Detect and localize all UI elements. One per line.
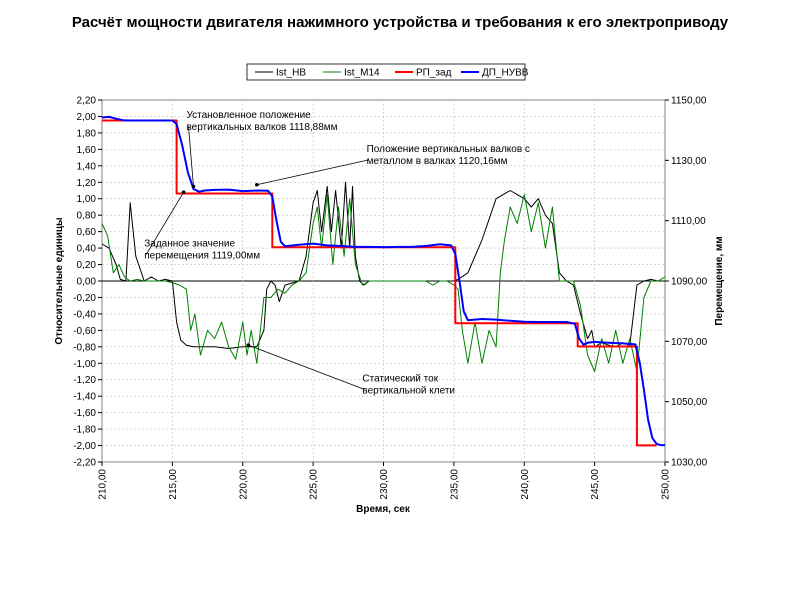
y-right-tick-label: 1030,00 (671, 458, 708, 469)
x-tick-label: 220,00 (238, 469, 249, 500)
grid (102, 100, 665, 462)
annotation-text: перемещения 1119,00мм (144, 250, 260, 261)
legend-box (246, 63, 526, 81)
annotation-text: металлом в валках 1120,16мм (367, 156, 508, 167)
y-right-tick-label: 1110,00 (671, 216, 706, 227)
y-right-tick-label: 1150,00 (671, 96, 707, 107)
y-left-tick-label: -1,20 (73, 375, 96, 386)
annotation-arrow-head (181, 190, 186, 194)
y-left-tick-label: 1,20 (77, 178, 97, 189)
y-left-tick-label: 2,20 (77, 96, 97, 107)
y-left-tick-label: 0,80 (77, 211, 97, 222)
series-line-0 (101, 181, 665, 349)
y-left-tick-label: 0,20 (77, 260, 97, 271)
x-tick-label: 215,00 (168, 469, 179, 500)
y-right-tick-label: 1050,00 (671, 397, 708, 408)
annotation-arrow (188, 126, 194, 187)
y-left-tick-label: 1,80 (77, 128, 97, 139)
y-left-tick-label: -0,40 (73, 309, 96, 320)
x-tick-label: 225,00 (309, 469, 320, 500)
annotation-text: вертикальных валков 1118,88мм (186, 122, 337, 133)
y-left-tick-label: 0,00 (77, 277, 97, 288)
annotation-text: Статический ток (362, 373, 438, 384)
legend-label: Ist_НВ (276, 68, 306, 79)
y-left-tick-label: 1,40 (77, 161, 97, 172)
y-right-tick-label: 1130,00 (671, 156, 707, 167)
axes: 2,20 2,00 1,80 1,60 1,40 1,20 1,00 0,80 0,60 0,40… (73, 96, 707, 500)
y-left-tick-label: -1,80 (73, 425, 96, 436)
y-left-tick-label: -1,40 (73, 392, 96, 403)
annotation-arrow-head (255, 182, 259, 187)
y-left-tick-label: -1,60 (73, 408, 96, 419)
y-left-tick-label: -1,00 (73, 359, 96, 370)
x-tick-label: 210,00 (98, 469, 109, 500)
annotation-arrow (256, 159, 369, 186)
y-left-tick-label: -0,60 (73, 326, 96, 337)
y-left-tick-label: -0,80 (73, 342, 96, 353)
y-right-tick-label: 1070,00 (671, 337, 708, 348)
page-title: Расчёт мощности двигателя нажимного устр… (71, 14, 729, 31)
y-left-tick-label: 1,60 (77, 145, 97, 156)
annotation-arrow-head (246, 343, 251, 347)
y-right-tick-label: 1090,00 (671, 277, 708, 288)
y-axis-right-title: Перемещение, мм (714, 236, 725, 325)
x-axis-title: Время, сек (356, 504, 411, 515)
x-tick-label: 230,00 (379, 469, 390, 500)
x-tick-label: 250,00 (661, 469, 672, 500)
series-line-1 (101, 194, 666, 372)
annotation-arrow (248, 344, 365, 390)
annotation-text: Заданное значение (144, 238, 235, 249)
x-tick-label: 245,00 (590, 469, 601, 500)
y-axis-left-title: Относительные единицы (54, 217, 65, 344)
x-tick-label: 235,00 (449, 469, 460, 500)
y-left-tick-label: 1,00 (77, 194, 97, 205)
legend-label: Ist_М14 (344, 68, 380, 79)
y-left-tick-label: 0,40 (77, 244, 97, 255)
annotation-text: Установленное положение (186, 110, 311, 121)
legend-label: ДП_НУВВ (482, 68, 529, 79)
legend-label: РП_зад (416, 68, 452, 79)
y-left-tick-label: 2,00 (77, 112, 97, 123)
y-left-tick-label: -2,20 (73, 458, 96, 469)
annotation-arrow-head (191, 184, 196, 189)
series-line-2 (102, 119, 657, 447)
y-left-tick-label: -2,00 (73, 441, 96, 452)
annotation-text: вертикальной клети (362, 385, 455, 396)
series-layer (101, 115, 666, 447)
legend: Ist_НВ Ist_М14 РП_зад ДП_НУВВ (246, 63, 529, 81)
y-left-tick-label: -0,20 (73, 293, 96, 304)
annotation-text: Положение вертикальных валков с (367, 144, 530, 155)
series-line-3 (101, 115, 665, 447)
x-tick-label: 240,00 (520, 469, 531, 500)
y-left-tick-label: 0,60 (77, 227, 97, 238)
annotation-arrow (145, 191, 184, 255)
